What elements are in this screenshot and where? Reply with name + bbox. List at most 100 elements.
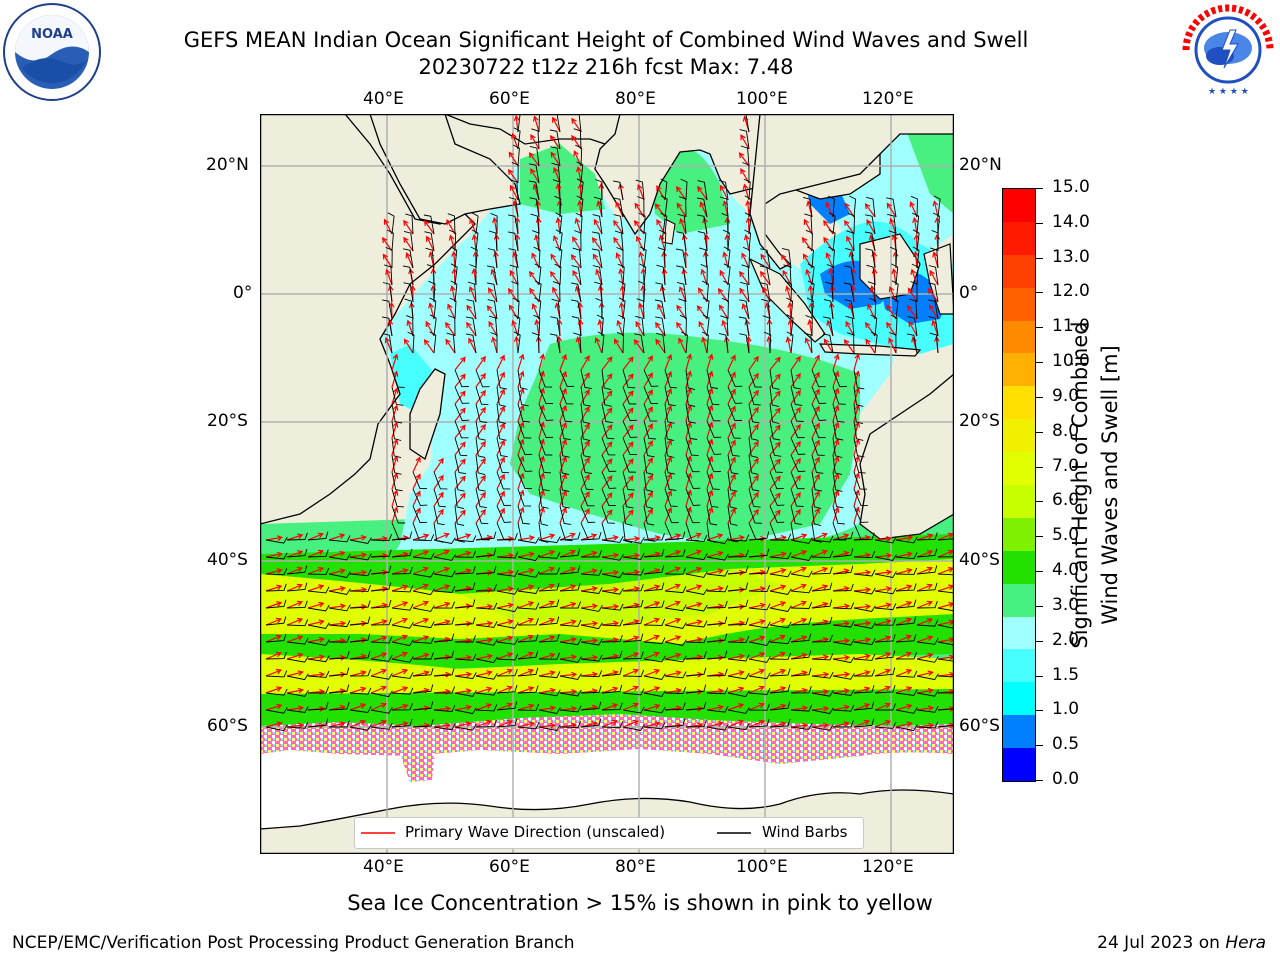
- wind-barb: [391, 531, 413, 541]
- wave-arrow-head: [681, 233, 688, 241]
- wave-arrow: [265, 704, 282, 711]
- wind-barb: [697, 180, 708, 201]
- wave-arrow-head: [539, 455, 545, 462]
- wind-barb: [454, 723, 477, 731]
- wave-arrow: [475, 390, 486, 405]
- wind-barb: [685, 505, 700, 524]
- wave-arrow: [265, 635, 281, 643]
- colorbar-tick-mark: [1035, 710, 1043, 712]
- wind-barb: [433, 723, 456, 731]
- wave-arrow-head: [730, 354, 736, 361]
- wave-arrow-head: [787, 301, 794, 308]
- wave-arrow-head: [606, 390, 613, 397]
- wind-barb: [761, 298, 771, 320]
- wave-arrow: [727, 457, 736, 473]
- wind-barb: [496, 684, 518, 694]
- wave-arrow: [769, 536, 786, 541]
- wave-arrow-head: [696, 584, 703, 590]
- wave-arrow: [601, 407, 613, 422]
- wind-barb: [769, 454, 783, 473]
- wind-barb: [538, 536, 561, 544]
- wind-barb: [639, 229, 647, 252]
- wave-arrow: [664, 618, 681, 626]
- wave-arrow: [391, 585, 408, 592]
- colorbar-tick-label: 11.0: [1052, 316, 1090, 337]
- wind-barb: [916, 532, 938, 541]
- wave-arrow-head: [738, 653, 745, 660]
- wave-arrow: [832, 422, 839, 439]
- australia: [859, 373, 954, 540]
- wind-barb: [580, 718, 602, 728]
- wave-arrow: [685, 405, 691, 422]
- wave-arrow: [916, 689, 933, 694]
- wave-arrow: [832, 439, 839, 456]
- wind-barb: [454, 617, 476, 626]
- wind-barb: [488, 315, 498, 337]
- wind-barb: [426, 264, 435, 286]
- wave-arrow-head: [569, 549, 576, 556]
- wind-barb: [618, 297, 626, 320]
- wind-barb: [433, 570, 456, 578]
- wind-barb: [622, 724, 645, 732]
- wave-arrow: [748, 424, 759, 439]
- wave-arrow: [488, 321, 498, 337]
- wind-barb: [681, 331, 688, 354]
- wind-barb: [664, 403, 675, 424]
- wave-arrow-head: [635, 320, 641, 328]
- wave-arrow-head: [730, 490, 736, 497]
- footer-right: 24 Jul 2023 on Hera: [1097, 933, 1266, 953]
- wave-arrow-head: [743, 234, 750, 241]
- wave-arrow-head: [509, 184, 516, 191]
- wave-arrow: [832, 354, 839, 371]
- wave-arrow: [664, 422, 672, 439]
- wave-arrow: [679, 218, 687, 235]
- wind-barb: [937, 624, 954, 629]
- wind-barb: [580, 437, 591, 458]
- wave-arrow-head: [584, 491, 590, 498]
- wave-arrow: [871, 286, 876, 303]
- wind-barb: [496, 403, 507, 425]
- wave-arrow: [475, 638, 492, 643]
- wind-barb: [676, 281, 687, 303]
- wave-arrow-head: [466, 620, 473, 627]
- wind-barb: [706, 537, 729, 545]
- wave-arrow: [685, 550, 702, 558]
- wind-barb: [769, 621, 792, 629]
- wind-barb: [803, 332, 813, 354]
- wind-barb: [509, 264, 519, 286]
- wind-barb: [467, 281, 477, 303]
- wave-arrow-head: [571, 671, 578, 678]
- wind-barb: [471, 212, 479, 235]
- wave-arrow: [622, 492, 634, 507]
- wave-arrow-head: [438, 491, 444, 498]
- wave-arrow-head: [843, 219, 850, 226]
- wave-arrow-head: [529, 287, 535, 294]
- wind-barb: [718, 332, 729, 354]
- wind-barb: [811, 582, 833, 592]
- wave-arrow: [664, 567, 681, 575]
- wind-barb: [895, 633, 917, 643]
- wave-arrow-head: [561, 421, 567, 429]
- wind-barb: [580, 670, 603, 678]
- wave-arrow: [328, 622, 345, 626]
- wave-arrow-head: [549, 705, 557, 712]
- wave-arrow: [832, 639, 849, 643]
- wave-arrow: [914, 252, 918, 269]
- wind-barb: [827, 195, 835, 218]
- wind-barb: [370, 565, 392, 575]
- wave-arrow: [643, 423, 653, 439]
- wave-arrow-head: [339, 688, 347, 695]
- wave-arrow: [286, 601, 303, 609]
- wind-barb: [622, 616, 644, 626]
- colorbar: [1002, 188, 1036, 782]
- wind-barb: [538, 505, 549, 527]
- wave-arrow: [613, 237, 624, 252]
- wind-barb: [601, 702, 623, 711]
- wind-barb: [811, 488, 822, 509]
- wind-barb: [412, 588, 435, 596]
- wave-arrow-head: [707, 489, 714, 496]
- wave-arrow-head: [597, 318, 604, 326]
- wave-arrow: [538, 653, 555, 660]
- colorbar-swatch: [1003, 353, 1035, 387]
- wind-barb: [874, 618, 897, 626]
